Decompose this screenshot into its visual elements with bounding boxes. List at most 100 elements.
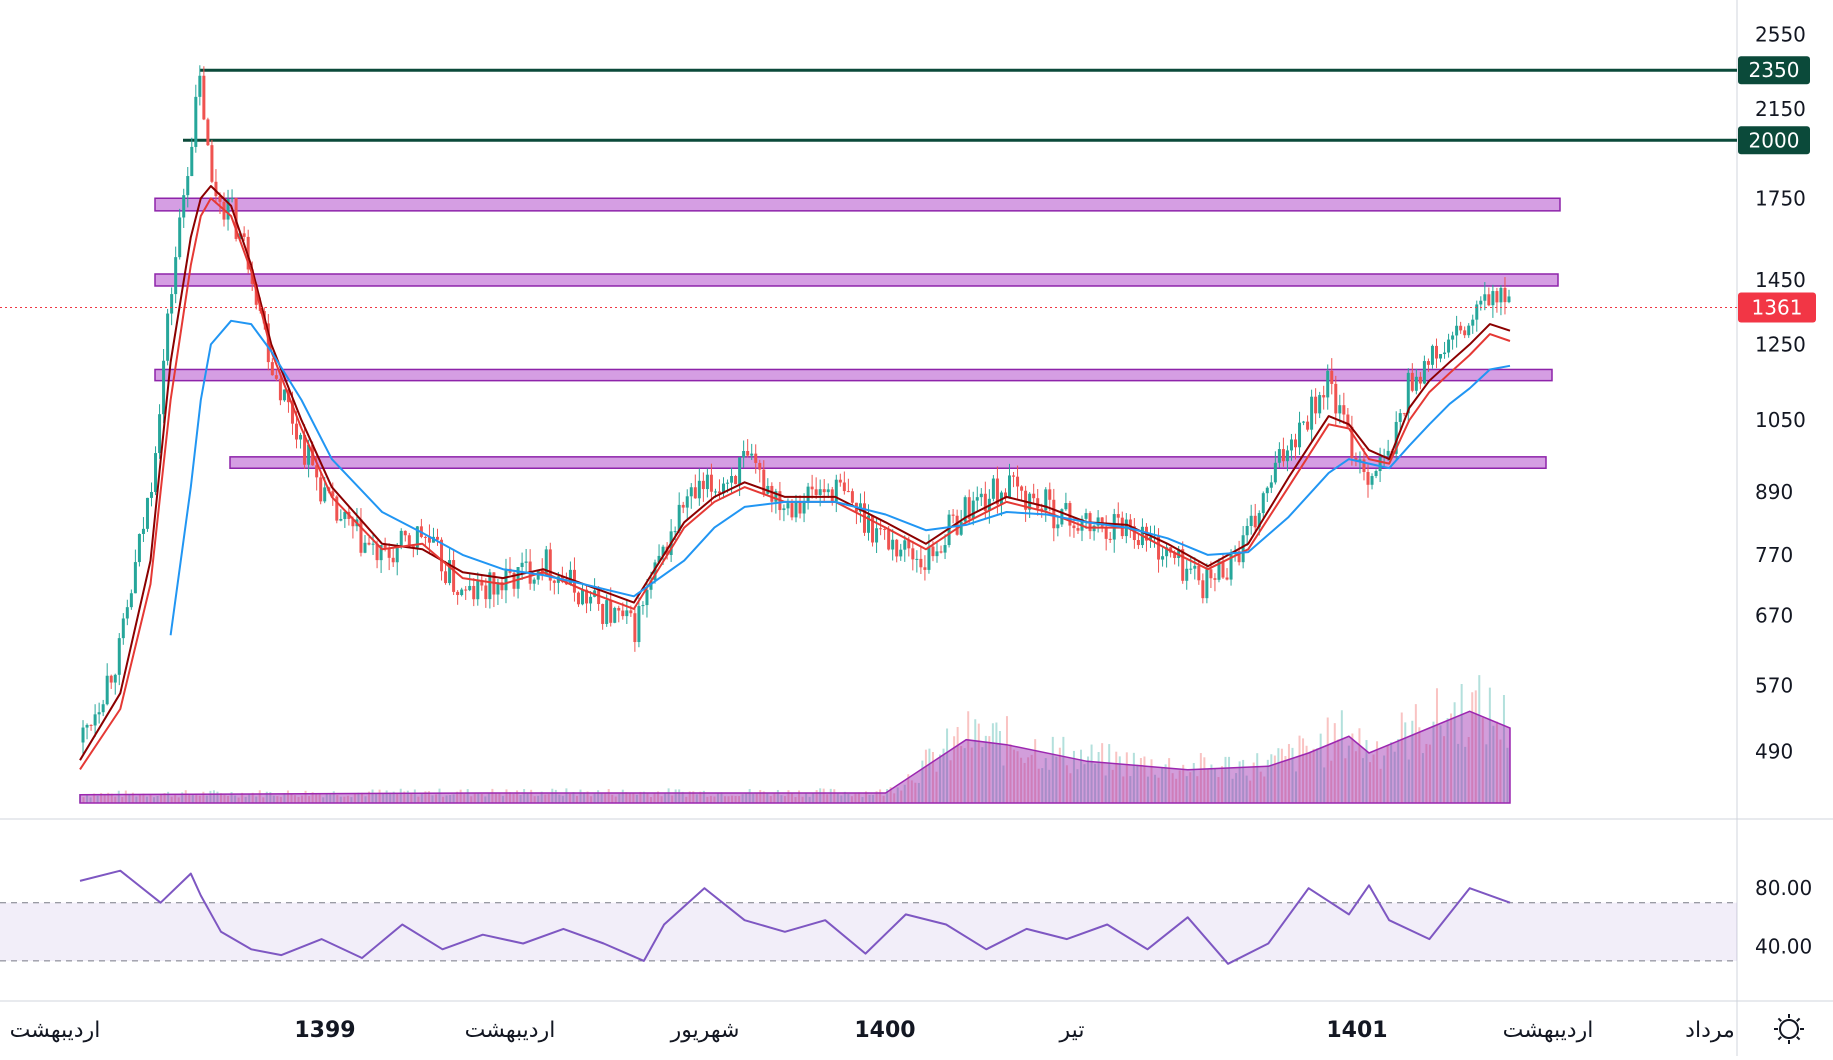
candle-body <box>1128 519 1132 527</box>
candle-body <box>1165 547 1169 557</box>
candle-body <box>186 176 190 196</box>
candle-body <box>629 610 633 614</box>
candle-body <box>1414 376 1418 391</box>
candle-body <box>299 434 303 440</box>
candle-body <box>810 486 814 490</box>
candle-body <box>782 508 786 511</box>
candle-body <box>1447 339 1451 353</box>
candle-body <box>488 572 492 600</box>
rsi-band-layer <box>0 902 1737 962</box>
candle-body <box>911 548 915 560</box>
candle-body <box>713 491 717 493</box>
candle-body <box>742 450 746 458</box>
candle-body <box>399 530 403 547</box>
candle-body <box>423 536 427 538</box>
candle-body <box>1185 568 1189 581</box>
candle-body <box>1302 421 1306 423</box>
candle-body <box>339 518 343 521</box>
candle-body <box>141 528 145 534</box>
candle-body <box>1076 528 1080 531</box>
candle-body <box>621 610 625 617</box>
candle-body <box>105 675 109 705</box>
candle-body <box>1173 552 1177 558</box>
candle-body <box>589 596 593 604</box>
candle-body <box>862 503 866 533</box>
candle-body <box>472 585 476 600</box>
candle-body <box>1285 450 1289 462</box>
candle-body <box>1249 515 1253 526</box>
candle-body <box>1056 524 1060 529</box>
candle-body <box>1024 490 1028 510</box>
candle-body <box>1116 514 1120 518</box>
candle-body <box>331 491 335 497</box>
candle-body <box>1455 325 1459 336</box>
rsi-line <box>79 869 1511 965</box>
candle-body <box>641 605 645 607</box>
candle-body <box>1507 296 1511 303</box>
candle-body <box>464 589 468 591</box>
candle-body <box>1205 569 1209 599</box>
candle-body <box>798 502 802 514</box>
candle-body <box>963 497 967 522</box>
candle-body <box>661 546 665 556</box>
candle-body <box>1020 486 1024 491</box>
rsi-band <box>0 902 1737 961</box>
candle-body <box>1467 325 1471 336</box>
candle-body <box>1209 569 1213 579</box>
candle-body <box>1096 517 1100 526</box>
candle-body <box>1418 376 1422 384</box>
time-axis[interactable]: اردیبهشت 1399 اردیبهشت شهریور 1400 تیر 1401 ارد… <box>10 1018 1735 1043</box>
candle-body <box>867 515 871 533</box>
moving-average-line <box>169 319 1511 636</box>
candle-body <box>1016 476 1020 487</box>
candle-body <box>307 444 311 465</box>
candle-body <box>1072 525 1076 529</box>
candle-body <box>879 528 883 530</box>
candle-body <box>1108 538 1112 540</box>
rsi-tick-label: 40.00 <box>1755 934 1812 958</box>
price-tick-label: 2550 <box>1755 23 1806 47</box>
candle-body <box>814 489 818 495</box>
time-axis-label: 1399 <box>294 1018 355 1043</box>
candle-body <box>391 557 395 563</box>
candle-body <box>971 500 975 519</box>
candle-body <box>899 549 903 557</box>
candle-body <box>1036 498 1040 509</box>
candle-body <box>1277 449 1281 463</box>
candle-body <box>1064 503 1068 510</box>
candle-body <box>762 469 766 494</box>
settings-gear-icon[interactable] <box>1774 1014 1804 1044</box>
candle-body <box>1439 354 1443 359</box>
rsi-tick-label: 80.00 <box>1755 876 1812 900</box>
candle-body <box>883 528 887 530</box>
candle-body <box>444 571 448 584</box>
candle-body <box>226 199 230 220</box>
candle-body <box>645 589 649 606</box>
candle-body <box>1410 372 1414 391</box>
candle-body <box>1048 489 1052 500</box>
candle-body <box>568 569 572 585</box>
candle-body <box>1003 492 1007 499</box>
horizontal-levels: 2350 2000 <box>183 56 1810 155</box>
candle-body <box>315 465 319 478</box>
candle-body <box>919 558 923 568</box>
candle-body <box>532 579 536 584</box>
candle-body <box>701 480 705 490</box>
price-axis[interactable]: 490 570 670 770 890 1050 1250 1450 1750 2150 2550 8… <box>1755 23 1812 959</box>
candle-body <box>210 145 214 182</box>
candle-body <box>97 712 101 715</box>
candle-body <box>1148 537 1152 541</box>
candle-body <box>133 562 137 594</box>
candle-body <box>295 423 299 440</box>
candle-body <box>1044 489 1048 511</box>
time-axis-label: اردیبهشت <box>1503 1018 1594 1043</box>
candle-body <box>786 503 790 509</box>
candle-body <box>625 610 629 617</box>
candle-body <box>1012 475 1016 477</box>
candle-body <box>1318 395 1322 414</box>
candle-body <box>1197 565 1201 581</box>
candle-body <box>943 545 947 553</box>
moving-average-line <box>79 185 1511 761</box>
